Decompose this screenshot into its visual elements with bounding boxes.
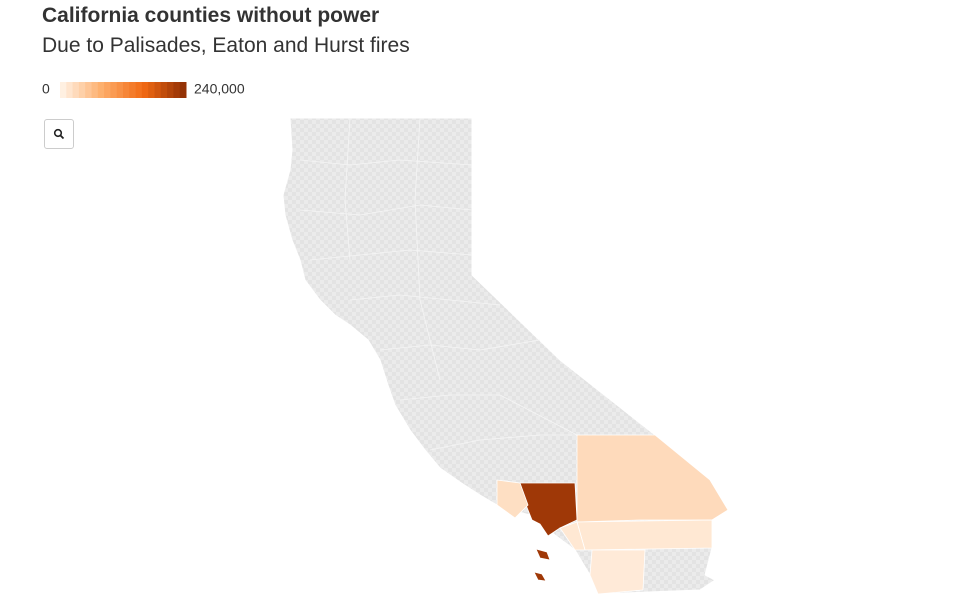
- county: [589, 549, 646, 595]
- legend-swatch: [116, 82, 124, 98]
- legend-swatch: [104, 82, 111, 98]
- legend-swatch: [91, 82, 99, 98]
- legend-label: 240,000: [194, 81, 245, 97]
- legend-swatch: [154, 82, 162, 98]
- legend-swatch: [179, 82, 187, 98]
- legend-label: 0: [42, 81, 50, 97]
- legend-swatch: [78, 82, 86, 98]
- county: [576, 434, 729, 523]
- county: [576, 519, 713, 551]
- legend-swatch: [129, 82, 137, 98]
- county: [496, 479, 529, 519]
- legend-swatch: [66, 82, 74, 98]
- search-icon: [53, 128, 65, 140]
- legend-swatch: [97, 82, 105, 98]
- county: [559, 521, 586, 551]
- regions: [496, 434, 729, 595]
- legend-swatch: [148, 82, 155, 98]
- title: California counties without power: [42, 4, 380, 27]
- subtitle: Due to Palisades, Eaton and Hurst fires: [42, 34, 410, 57]
- legend: 0 240,000: [42, 81, 245, 98]
- legend-swatch: [160, 82, 168, 98]
- legend-swatch: [110, 82, 118, 98]
- legend-swatch: [85, 82, 92, 98]
- legend-swatch: [141, 82, 149, 98]
- zoom-button[interactable]: [44, 119, 74, 149]
- legend-swatch: [72, 82, 80, 98]
- county-borders: [299, 117, 578, 451]
- legend-swatch: [173, 82, 181, 98]
- legend-swatch: [167, 82, 174, 98]
- legend-swatch: [60, 82, 67, 98]
- legend-swatch: [123, 82, 130, 98]
- legend-swatch: [135, 82, 143, 98]
